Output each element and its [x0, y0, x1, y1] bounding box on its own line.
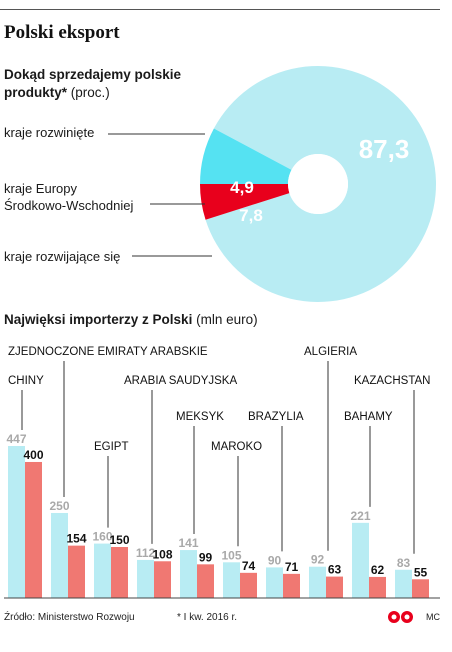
bar-2016-7	[326, 576, 343, 598]
bar-value-2015-5: 105	[221, 548, 241, 562]
bar-2015-2	[94, 543, 111, 598]
bar-2015-4	[180, 550, 197, 598]
bar-value-2015-6: 90	[268, 553, 282, 567]
bar-2015-9	[395, 569, 412, 598]
bar-value-2015-9: 83	[397, 556, 411, 570]
bar-value-2016-3: 108	[152, 547, 172, 561]
pie-label-cee: kraje Europy Środkowo-Wschodniej	[4, 180, 133, 214]
bar-2016-9	[412, 579, 429, 598]
pie-value-developed: 87,3	[359, 134, 410, 164]
category-label-1: ZJEDNOCZONE EMIRATY ARABSKIE	[8, 346, 208, 358]
bar-value-2016-4: 99	[199, 550, 213, 564]
category-label-0: CHINY	[8, 375, 44, 387]
top-rule	[0, 9, 440, 10]
page-title: Polski eksport	[4, 22, 120, 43]
bar-value-2015-4: 141	[178, 536, 198, 550]
category-label-4: MEKSYK	[176, 411, 224, 423]
bar-value-2016-5: 74	[242, 559, 256, 573]
bar-chart-title: Najwięksi importerzy z Polski (mln euro)	[4, 312, 258, 327]
bar-value-2015-7: 92	[311, 553, 325, 567]
source-note: Źródło: Ministerstwo Rozwoju	[4, 612, 135, 623]
bar-2016-0	[25, 461, 42, 598]
bar-value-2016-9: 55	[414, 565, 428, 579]
bar-title-unit: (mln euro)	[196, 312, 258, 327]
bar-value-2016-1: 154	[66, 532, 86, 546]
bar-2015-1	[51, 512, 68, 598]
bar-2016-5	[240, 572, 257, 598]
pie-hole	[288, 154, 348, 214]
author-credit: MC	[426, 612, 440, 622]
pie-slice-developing	[200, 128, 292, 184]
bar-2016-1	[68, 545, 85, 598]
pie-title: Dokąd sprzedajemy polskie produkty* (pro…	[4, 66, 214, 102]
bar-value-2015-3: 112	[136, 546, 156, 560]
category-label-3: ARABIA SAUDYJSKA	[124, 375, 237, 387]
bar-value-2016-6: 71	[285, 560, 299, 574]
bar-value-2016-2: 150	[109, 533, 129, 547]
pie-label-developed: kraje rozwinięte	[4, 125, 95, 140]
pie-slice-cee	[200, 184, 290, 220]
bar-title-bold: Najwięksi importerzy z Polski	[4, 312, 193, 327]
pie-title-bold: Dokąd sprzedajemy polskie produkty*	[4, 67, 182, 100]
pie-label-cee-line2: Środkowo-Wschodniej	[4, 198, 134, 213]
category-label-5: MAROKO	[211, 441, 262, 453]
pie-label-cee-line1: kraje Europy	[4, 181, 77, 196]
category-label-2: EGIPT	[94, 441, 129, 453]
footnote: * I kw. 2016 r.	[177, 612, 238, 623]
pie-title-unit: (proc.)	[70, 85, 110, 100]
bar-2016-4	[197, 564, 214, 598]
bar-value-2016-8: 62	[371, 563, 385, 577]
category-label-6: BRAZYLIA	[248, 411, 304, 423]
publisher-logo	[388, 611, 413, 623]
bar-2015-7	[309, 566, 326, 598]
bar-2016-3	[154, 561, 171, 598]
bar-2015-0	[8, 446, 25, 598]
category-label-9: KAZACHSTAN	[354, 375, 430, 387]
pie-value-cee: 4,9	[230, 178, 254, 197]
pie-slice-developed	[205, 65, 436, 302]
category-label-7: ALGIERIA	[304, 346, 357, 358]
bar-2016-6	[283, 573, 300, 598]
bar-2015-3	[137, 559, 154, 598]
pie-label-developing: kraje rozwijające się	[4, 249, 121, 264]
bar-value-2015-8: 221	[350, 509, 370, 523]
pie-value-developing: 7,8	[239, 206, 263, 225]
bar-2016-2	[111, 546, 128, 598]
category-label-8: BAHAMY	[344, 411, 393, 423]
bar-value-2016-7: 63	[328, 563, 342, 577]
bar-value-2015-1: 250	[49, 499, 69, 513]
bar-value-2016-0: 400	[23, 448, 43, 462]
bar-2015-5	[223, 562, 240, 598]
bar-2016-8	[369, 576, 386, 598]
bar-2015-8	[352, 522, 369, 598]
bar-value-2015-0: 447	[6, 432, 26, 446]
bar-2015-6	[266, 567, 283, 598]
bar-value-2015-2: 160	[92, 530, 112, 544]
